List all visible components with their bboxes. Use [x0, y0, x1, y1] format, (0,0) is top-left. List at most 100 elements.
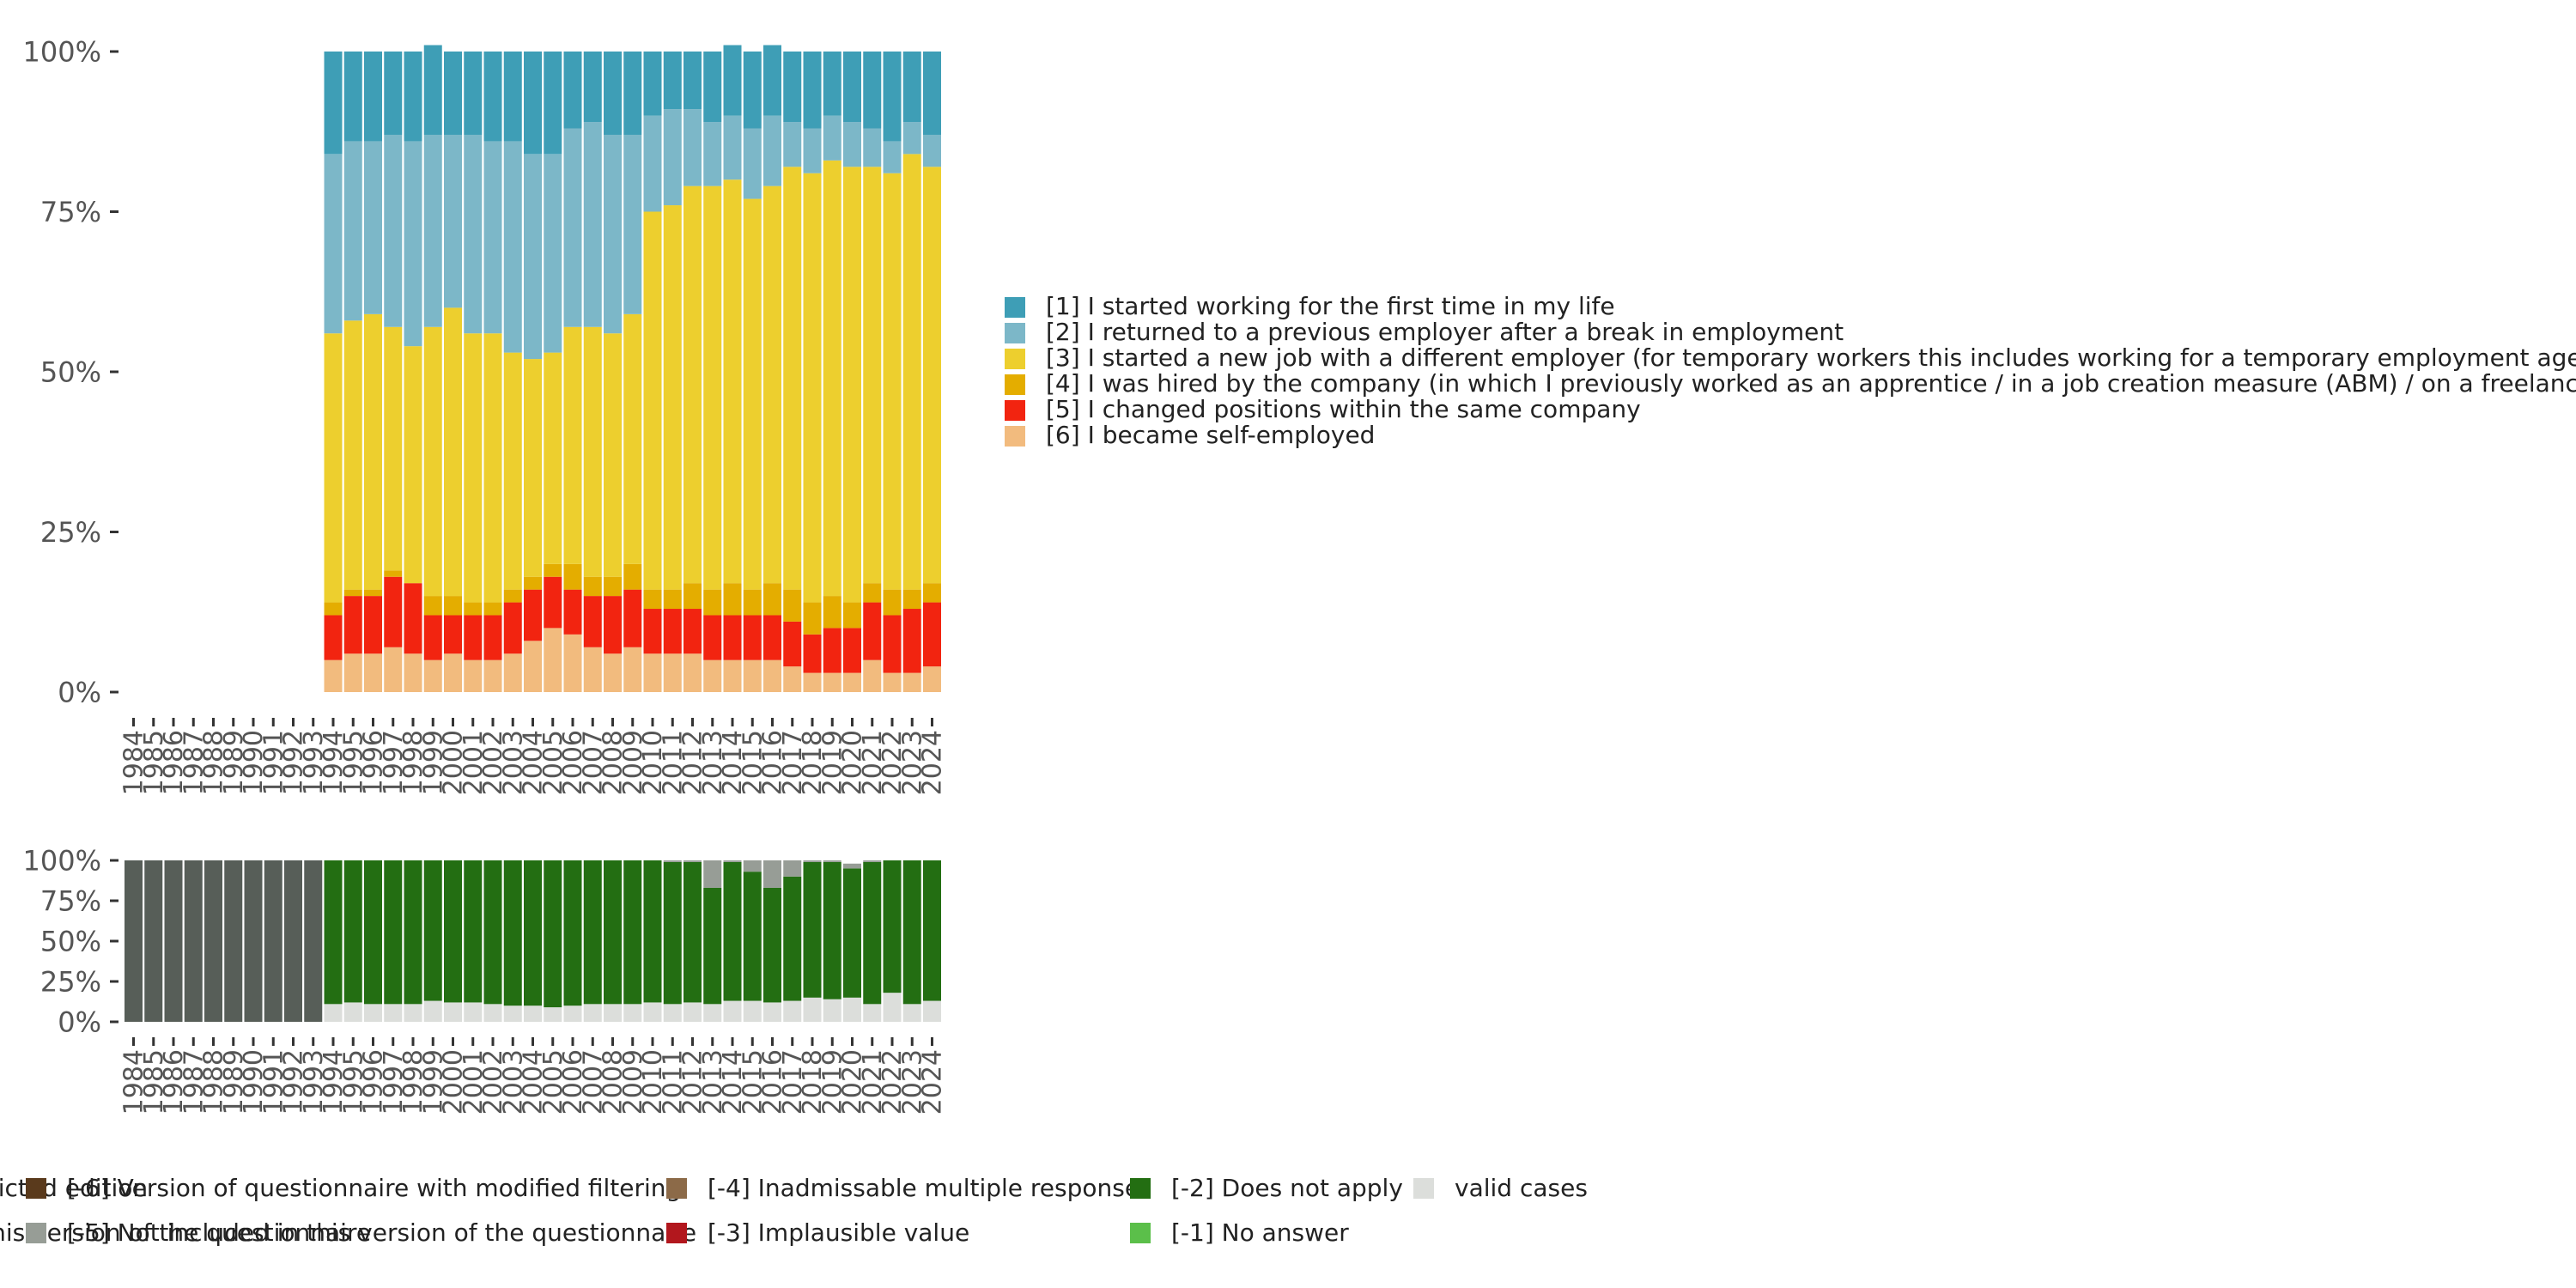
bottom-xtick-label: 1984	[119, 1049, 149, 1115]
legend-swatch	[666, 1178, 687, 1199]
bottom-bar-segment	[843, 868, 861, 998]
top-bar-segment	[803, 634, 822, 673]
top-bar-segment	[663, 609, 682, 654]
top-bar-segment	[524, 589, 542, 641]
top-bar-segment	[404, 141, 422, 347]
top-bar-segment	[524, 52, 542, 155]
top-bar-segment	[683, 52, 702, 110]
bottom-bar-segment	[284, 860, 302, 1022]
top-xtick-label: 2014	[718, 730, 748, 795]
top-bar-segment	[863, 602, 882, 660]
bottom-bar-segment	[384, 860, 403, 1005]
top-bar-segment	[583, 576, 602, 597]
legend-label: [1] I started working for the first time…	[1046, 292, 1615, 320]
top-bar-segment	[623, 134, 642, 314]
top-xtick-label: 1996	[359, 730, 389, 795]
top-bar-segment	[843, 602, 861, 629]
top-bar-segment	[743, 128, 762, 199]
top-bar-segment	[643, 115, 662, 212]
bottom-xtick-label: 2004	[519, 1049, 549, 1115]
top-ytick-label: 0%	[58, 677, 101, 709]
top-bar-segment	[923, 666, 941, 692]
top-bar-segment	[643, 609, 662, 654]
top-bar-segment	[423, 134, 442, 327]
top-xtick-label: 1990	[239, 730, 269, 795]
top-bar-segment	[343, 141, 362, 321]
bottom-bar-segment	[923, 860, 941, 1001]
bottom-bar-segment	[703, 860, 722, 888]
legend-label: valid cases	[1455, 1174, 1588, 1202]
top-ytick-label: 75%	[40, 196, 101, 228]
bottom-bar-segment	[483, 860, 502, 1005]
top-bar-segment	[843, 122, 861, 167]
top-bar-segment	[663, 589, 682, 610]
top-bar-segment	[823, 52, 841, 116]
top-bar-segment	[883, 615, 902, 673]
top-bar-segment	[743, 589, 762, 616]
bottom-bar-segment	[623, 860, 642, 1005]
top-bar-segment	[503, 52, 522, 142]
top-bar-segment	[503, 352, 522, 590]
bottom-bar-segment	[883, 993, 902, 1022]
top-bar-segment	[803, 672, 822, 692]
top-bar-segment	[902, 154, 921, 590]
top-bar-segment	[324, 52, 343, 155]
top-bar-segment	[544, 352, 562, 564]
top-bar-segment	[703, 659, 722, 692]
top-bar-segment	[384, 134, 403, 327]
top-bar-segment	[823, 628, 841, 673]
bottom-xtick-label: 2019	[817, 1049, 848, 1115]
legend-swatch	[1005, 426, 1025, 447]
bottom-xtick-label: 1986	[159, 1049, 189, 1115]
top-xtick-label: 1994	[319, 730, 349, 795]
legend-label: [-8] Question not included in this versi…	[0, 1218, 371, 1247]
top-xtick-label: 2004	[519, 730, 549, 795]
bottom-xtick-label: 2008	[598, 1049, 629, 1115]
top-xtick-label: 2019	[817, 730, 848, 795]
top-bar-segment	[623, 52, 642, 135]
top-bar-segment	[883, 141, 902, 173]
top-xtick-label: 2015	[738, 730, 768, 795]
top-bar-segment	[444, 596, 462, 616]
bottom-ytick-label: 75%	[40, 885, 101, 918]
bottom-bar-segment	[923, 1000, 941, 1022]
top-bar-segment	[384, 570, 403, 577]
bottom-ytick-label: 50%	[40, 926, 101, 958]
bottom-bar-segment	[723, 860, 742, 862]
bottom-bar-segment	[364, 860, 382, 1005]
bottom-xtick-label: 1987	[179, 1049, 209, 1115]
top-bar-segment	[364, 589, 382, 597]
bottom-bar-segment	[683, 860, 702, 862]
top-xtick-label: 2024	[918, 730, 948, 795]
legend-swatch	[666, 1223, 687, 1243]
top-bar-segment	[423, 45, 442, 135]
top-bar-segment	[384, 52, 403, 135]
bottom-xtick-label: 2013	[698, 1049, 728, 1115]
bottom-bar-segment	[583, 1004, 602, 1022]
bottom-bar-segment	[843, 997, 861, 1022]
top-xtick-label: 1984	[119, 730, 149, 795]
top-xtick-label: 2001	[459, 730, 489, 795]
legend-swatch	[1130, 1223, 1151, 1243]
bottom-bar-segment	[663, 861, 682, 1005]
bottom-bar-segment	[404, 860, 422, 1005]
top-xtick-label: 1986	[159, 730, 189, 795]
top-bar-segment	[643, 589, 662, 610]
bottom-bar-segment	[244, 860, 263, 1022]
bottom-xtick-label: 1994	[319, 1049, 349, 1115]
top-bar-segment	[423, 615, 442, 660]
top-bar-segment	[703, 52, 722, 123]
bottom-xtick-label: 2003	[498, 1049, 528, 1115]
top-xtick-label: 2000	[439, 730, 469, 795]
top-bar-segment	[483, 615, 502, 660]
bottom-xtick-label: 1991	[258, 1049, 289, 1115]
top-bar-segment	[783, 589, 802, 622]
top-bar-segment	[923, 134, 941, 167]
top-bar-segment	[743, 659, 762, 692]
bottom-bar-segment	[763, 1002, 781, 1022]
top-xtick-label: 2022	[878, 730, 908, 795]
bottom-bar-segment	[503, 860, 522, 1006]
top-xtick-label: 2002	[478, 730, 508, 795]
top-bar-segment	[623, 647, 642, 692]
legend-label: [4] I was hired by the company (in which…	[1046, 369, 2576, 398]
